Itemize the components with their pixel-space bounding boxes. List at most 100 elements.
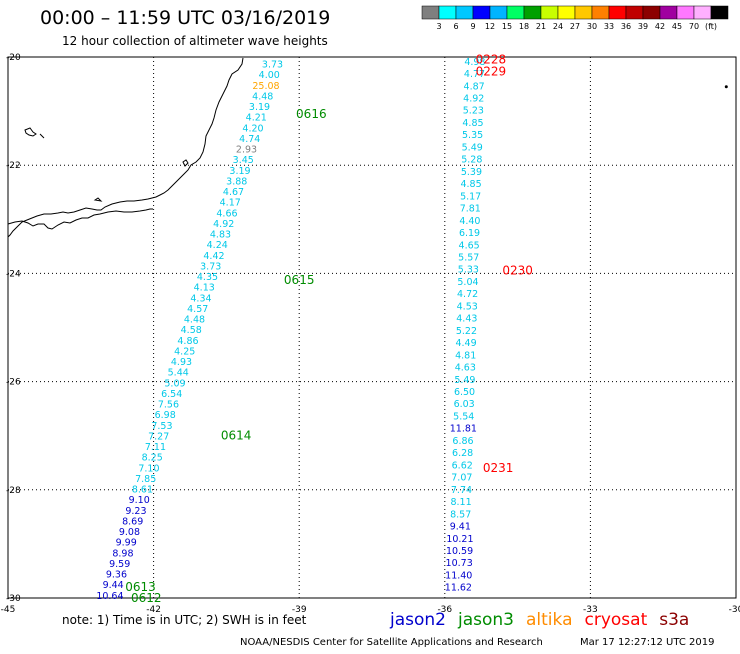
wave-height-label: 4.93 [171,357,192,368]
wave-height-label: 7.53 [151,421,172,432]
plot-frame [7,56,737,599]
wave-height-label: 5.54 [453,411,474,422]
colorbar-swatch [540,5,559,20]
wave-height-label: 11.40 [445,570,472,581]
colorbar-swatch [455,5,474,20]
wave-height-label: 5.35 [462,130,483,141]
colorbar-swatch [676,5,695,20]
pass-time-label: 0612 [131,591,162,605]
wave-height-label: 4.83 [210,230,231,241]
wave-height-label: 4.85 [460,179,481,190]
wave-height-label: 4.72 [457,289,478,300]
wave-height-label: 4.63 [455,363,476,374]
wave-height-label: 4.20 [242,123,263,134]
wave-height-label: 6.50 [454,387,475,398]
satellite-legend: jason2 jason3 altika cryosat s3a [389,610,689,630]
wave-height-label: 4.81 [455,350,476,361]
wave-height-label: 8.25 [142,453,163,464]
wave-height-label: 5.57 [458,252,479,263]
colorbar-swatch [608,5,627,20]
wave-height-label: 4.40 [459,216,480,227]
wave-height-label: 25.08 [252,81,279,92]
wave-height-label: 5.44 [168,368,189,379]
wave-height-label: 3.45 [233,155,254,166]
wave-height-label: 4.35 [197,272,218,283]
wave-height-label: 4.92 [213,219,234,230]
chart-subtitle: 12 hour collection of altimeter wave hei… [62,34,328,48]
wave-height-label: 3.73 [200,261,221,272]
wave-height-label: 4.53 [457,301,478,312]
wave-height-label: 4.00 [259,70,280,81]
x-tick-label: -42 [146,605,161,615]
wave-height-label: 4.13 [194,283,215,294]
colorbar-swatch [506,5,525,20]
wave-height-label: 4.25 [174,346,195,357]
colorbar-swatch [421,5,440,20]
wave-height-label: 4.65 [459,240,480,251]
colorbar-tick-label: 42 [655,22,665,31]
wave-height-label: 4.49 [455,338,476,349]
wave-height-label: 4.87 [464,81,485,92]
wave-height-label: 4.92 [463,94,484,105]
island-outline [24,127,189,202]
wave-height-label: 7.74 [451,485,472,496]
wave-height-label: 8.11 [450,497,471,508]
wave-height-label: 5.22 [456,326,477,337]
wave-height-label: 5.33 [458,265,479,276]
colorbar-tick-label: 45 [672,22,682,31]
colorbar-tick-label: 39 [638,22,648,31]
pass-time-label: 0614 [221,429,252,443]
wave-height-label: 4.34 [190,293,211,304]
colorbar-tick-label: 12 [485,22,495,31]
colorbar-tick-label: 24 [553,22,563,31]
colorbar-tick-label: 70 [689,22,699,31]
wave-height-label: 4.57 [187,304,208,315]
colorbar-swatch [557,5,576,20]
colorbar-swatch [710,5,729,20]
wave-height-label: 6.03 [454,399,475,410]
wave-height-label: 3.73 [262,60,283,71]
pass-time-label: 0230 [502,264,533,278]
colorbar-tick-label: 30 [587,22,597,31]
x-tick-label: -30 [729,605,740,615]
pass-time-label: 0229 [476,65,507,79]
colorbar-swatch [438,5,457,20]
wave-height-label: 9.59 [109,559,130,570]
wave-height-label: 9.36 [106,570,127,581]
wave-height-label: 11.62 [445,583,472,594]
coastline-bay [7,208,153,230]
colorbar-tick-label: 27 [570,22,580,31]
wave-height-label: 4.67 [223,187,244,198]
data-series: 3.734.0025.084.483.194.214.204.742.933.4… [96,57,728,602]
wave-height-label: 6.54 [161,389,182,400]
pass-time-label: 0615 [284,273,315,287]
colorbar-tick-label: 15 [502,22,512,31]
colorbar-swatch [693,5,712,20]
data-point [724,85,728,89]
wave-height-label: 2.93 [236,145,257,156]
wave-height-label: 9.23 [125,506,146,517]
wave-height-label: 5.49 [454,375,475,386]
y-tick-label: -24 [6,269,21,279]
wave-height-label: 4.43 [456,314,477,325]
pass-time-label: 0231 [483,461,514,475]
colorbar-tick-label: 3 [436,22,441,31]
colorbar-swatch [642,5,661,20]
wave-height-label: 4.48 [184,315,205,326]
wave-height-label: 5.09 [164,378,185,389]
wave-height-label: 7.85 [135,474,156,485]
wave-height-label: 9.10 [129,495,150,506]
colorbar-tick-label: 33 [604,22,614,31]
wave-height-label: 4.24 [207,240,228,251]
legend-entry: altika [526,610,573,630]
wave-height-label: 6.86 [452,436,473,447]
chart-title: 00:00 – 11:59 UTC 03/16/2019 [40,7,330,29]
colorbar-swatch [625,5,644,20]
colorbar-swatch [523,5,542,20]
legend-entry: jason2 [389,610,446,630]
y-tick-label: -28 [6,486,21,496]
wave-height-label: 5.49 [462,142,483,153]
x-tick-label: -39 [292,605,307,615]
